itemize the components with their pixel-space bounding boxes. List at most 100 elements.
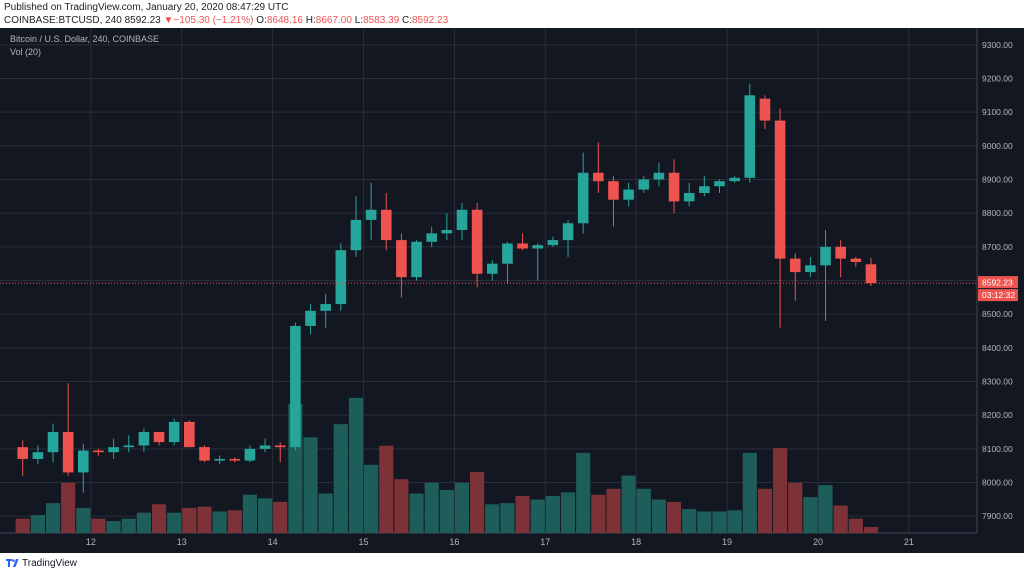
last-price: 8592.23 xyxy=(124,15,161,26)
volume-bar xyxy=(379,445,394,533)
candle-body xyxy=(835,246,846,259)
candle-body xyxy=(699,186,710,193)
candle-body xyxy=(502,243,513,264)
candle-body xyxy=(547,240,559,246)
volume-bar xyxy=(303,437,318,533)
price-tick-label: 8000.00 xyxy=(982,478,1013,488)
volume-bar xyxy=(121,518,136,533)
candle-body xyxy=(153,432,165,443)
high-value: 8667.00 xyxy=(315,15,352,26)
volume-bar xyxy=(863,527,879,533)
volume-bar xyxy=(591,494,606,533)
volume-bar xyxy=(364,464,379,533)
last-price-badge-label: 8592.23 xyxy=(982,278,1013,288)
volume-bar xyxy=(530,499,545,533)
candle-body xyxy=(638,179,650,190)
volume-bar xyxy=(848,518,863,533)
candle-body xyxy=(259,445,271,449)
candle-body xyxy=(517,243,528,249)
date-tick-label: 16 xyxy=(449,537,459,547)
volume-bar xyxy=(242,494,258,533)
close-label: C: xyxy=(402,15,412,26)
volume-bar xyxy=(606,488,621,533)
volume-bar xyxy=(30,515,45,533)
volume-bar xyxy=(636,488,651,533)
price-tick-label: 8100.00 xyxy=(982,444,1013,454)
countdown-label: 03:12:32 xyxy=(982,290,1015,300)
volume-bar xyxy=(682,509,697,533)
candle-body xyxy=(274,445,286,448)
price-tick-label: 8900.00 xyxy=(982,175,1013,185)
volume-bar xyxy=(515,495,530,533)
volume-bar xyxy=(182,507,197,533)
date-tick-label: 19 xyxy=(722,537,732,547)
candle-body xyxy=(805,265,816,273)
change-value: −105.30 (−1.21%) xyxy=(173,15,254,26)
price-tick-label: 9200.00 xyxy=(982,74,1013,84)
price-tick-label: 8300.00 xyxy=(982,377,1013,387)
candle-body xyxy=(78,450,89,473)
volume-bar xyxy=(45,503,61,533)
open-label: O: xyxy=(256,15,267,26)
price-tick-label: 9100.00 xyxy=(982,107,1013,117)
candle-body xyxy=(850,258,862,262)
volume-bar xyxy=(651,499,666,533)
volume-bar xyxy=(91,518,106,533)
volume-bar xyxy=(424,482,439,533)
price-tick-label: 8800.00 xyxy=(982,208,1013,218)
brand-label: TradingView xyxy=(22,558,78,569)
volume-bar xyxy=(76,507,91,533)
volume-bar xyxy=(454,482,470,533)
date-tick-label: 21 xyxy=(904,537,914,547)
price-tick-label: 7900.00 xyxy=(982,511,1013,521)
volume-bar xyxy=(485,504,500,533)
volume-bar xyxy=(727,510,742,533)
candle-body xyxy=(668,172,680,202)
candle-body xyxy=(411,241,422,278)
price-tick-label: 8400.00 xyxy=(982,343,1013,353)
date-tick-label: 20 xyxy=(813,537,823,547)
volume-bar xyxy=(818,485,833,533)
candle-body xyxy=(138,432,150,446)
price-tick-label: 9300.00 xyxy=(982,40,1013,50)
volume-bar xyxy=(409,493,424,533)
date-tick-label: 13 xyxy=(177,537,187,547)
low-label: L: xyxy=(354,15,364,26)
candle-body xyxy=(350,219,362,251)
volume-bar xyxy=(576,452,591,533)
candle-body xyxy=(214,458,225,461)
candle-body xyxy=(441,230,453,234)
volume-bar xyxy=(212,511,227,533)
volume-bar xyxy=(560,492,576,533)
volume-bar xyxy=(273,501,288,533)
candle-body xyxy=(532,245,544,249)
candle-body xyxy=(608,181,619,200)
volume-bar xyxy=(712,511,727,533)
candle-body xyxy=(108,447,119,453)
volume-bar xyxy=(151,504,167,533)
candle-body xyxy=(244,448,256,461)
volume-bar xyxy=(773,448,788,533)
volume-bar xyxy=(394,479,409,533)
ohlc-line: COINBASE:BTCUSD, 240 8592.23 ▼−105.30 (−… xyxy=(4,15,448,26)
down-arrow-icon: ▼ xyxy=(163,15,174,26)
candlestick-chart[interactable]: 7900.00 8000.00 8100.00 8200.00 8300.00 8400.… xyxy=(0,28,1024,553)
candle-body xyxy=(729,177,740,182)
candle-body xyxy=(623,189,634,200)
date-tick-label: 12 xyxy=(86,537,96,547)
candle-body xyxy=(774,120,786,259)
candle-body xyxy=(229,458,241,461)
candle-body xyxy=(789,258,801,273)
volume-bar xyxy=(333,424,348,533)
footer-bar: TradingView xyxy=(0,553,1024,574)
candle-body xyxy=(123,445,135,448)
high-label: H: xyxy=(305,15,316,26)
candle-body xyxy=(653,172,665,180)
volume-bar xyxy=(167,512,182,533)
volume-bar xyxy=(500,503,515,533)
volume-bar xyxy=(666,501,682,533)
candle-body xyxy=(865,264,877,284)
candle-body xyxy=(168,421,180,443)
candle-body xyxy=(47,432,59,453)
volume-bar xyxy=(621,475,636,533)
